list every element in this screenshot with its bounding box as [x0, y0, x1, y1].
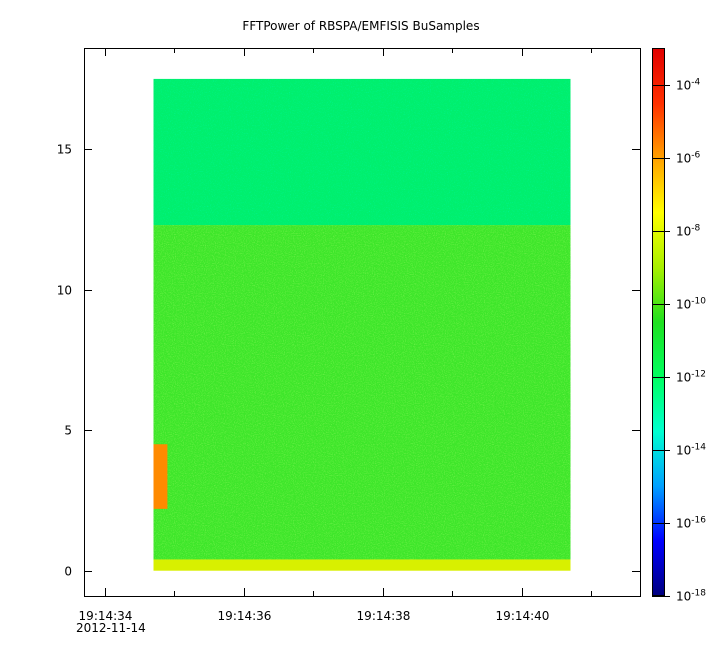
x-tick-label: 19:14:38	[357, 609, 411, 623]
colorbar-tick-label: 10-4	[676, 78, 701, 93]
x-tick-label: 19:14:40	[496, 609, 550, 623]
colorbar-tick-label: 10-10	[676, 297, 706, 312]
colorbar	[652, 48, 665, 596]
colorbar-tick-label: 10-18	[676, 589, 706, 604]
colorbar-tick-label: 10-6	[676, 151, 701, 166]
colorbar-tick-label: 10-8	[676, 224, 701, 239]
spectrogram-texture-1	[153, 225, 571, 560]
y-tick-label: 0	[64, 565, 72, 579]
y-tick-label: 5	[64, 424, 72, 438]
y-axis: 0 5 10 15	[57, 143, 640, 579]
colorbar-axis: 10-18 10-16 10-14 10-12 10-10 10-8 10-6 10-4	[652, 78, 706, 604]
x-tick-label: 19:14:34	[79, 609, 133, 623]
colorbar-tick-label: 10-16	[676, 516, 706, 531]
spectrogram-texture-0	[153, 78, 571, 226]
x-tick-label: 19:14:36	[218, 609, 272, 623]
chart-title: FFTPower of RBSPA/EMFISIS BuSamples	[242, 19, 479, 33]
x-date-label: 2012-11-14	[76, 621, 146, 635]
y-tick-label: 15	[57, 143, 72, 157]
x-axis: 19:14:34 19:14:36 19:14:38 19:14:40	[79, 48, 592, 623]
spectrogram-image	[153, 78, 571, 571]
colorbar-tick-label: 10-14	[676, 443, 706, 458]
colorbar-tick-label: 10-12	[676, 370, 706, 385]
y-tick-label: 10	[57, 284, 72, 298]
spectrogram-region-2	[153, 559, 571, 571]
spectrogram-region-3	[153, 444, 168, 509]
